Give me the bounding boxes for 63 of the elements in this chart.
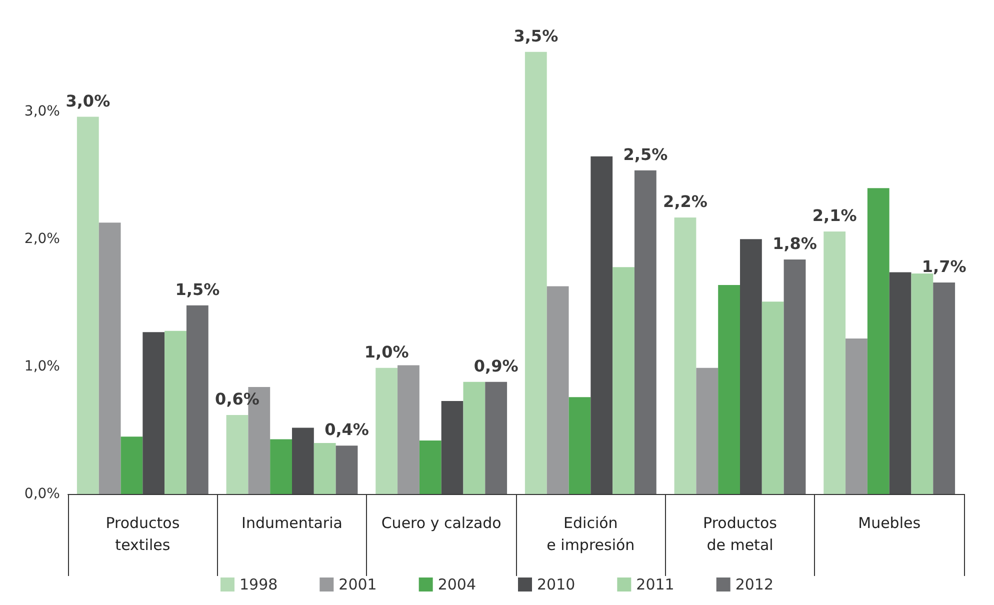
x-tick-label: Productos de metal [703, 514, 778, 554]
bar [696, 368, 718, 494]
bar [933, 282, 956, 494]
data-label: 1,8% [772, 234, 817, 254]
bar [419, 440, 442, 494]
y-tick-label: 3,0% [24, 104, 60, 120]
y-tick-label: 1,0% [24, 358, 60, 375]
x-tick-label: Edición e impresión [546, 514, 635, 554]
y-tick-label: 0,0% [24, 486, 60, 502]
data-label: 2,1% [812, 206, 857, 225]
bar [524, 52, 547, 494]
bar [376, 368, 398, 494]
bar [911, 274, 934, 494]
bar [441, 400, 464, 494]
bar [164, 330, 186, 494]
x-tick-label: Cuero y calzado [381, 514, 502, 532]
data-label: 2,5% [623, 144, 668, 164]
data-label: 3,5% [514, 26, 558, 46]
legend-label: 2010 [537, 576, 576, 594]
bar [270, 439, 292, 494]
data-label: 0,9% [474, 356, 518, 376]
data-label: 0,4% [324, 420, 369, 440]
data-label: 1,5% [175, 280, 220, 299]
x-tick-label: Productos textiles [106, 514, 180, 554]
bar [762, 302, 784, 494]
legend-label: 2012 [735, 576, 774, 594]
bar [784, 260, 806, 494]
data-label: 1,0% [364, 342, 409, 362]
data-label: 2,2% [663, 192, 708, 211]
bar [485, 382, 508, 494]
bar [336, 446, 358, 494]
bar [398, 365, 420, 494]
bar [740, 239, 762, 494]
bar [186, 305, 208, 494]
x-tick-label: Muebles [858, 514, 921, 532]
x-tick-label: Indumentaria [242, 514, 342, 532]
bar [846, 338, 868, 494]
data-label: 3,0% [66, 91, 110, 110]
bar [590, 156, 613, 494]
data-label: 0,6% [215, 389, 260, 408]
legend-label: 2001 [338, 576, 377, 594]
legend-label: 1998 [239, 576, 278, 594]
bar [546, 286, 569, 494]
bar [314, 443, 336, 494]
legend-label: 2011 [636, 576, 674, 594]
bar [612, 267, 634, 494]
bar [142, 332, 165, 494]
legend-label: 2004 [438, 576, 476, 594]
bar [674, 217, 696, 494]
data-label: 1,7% [922, 256, 966, 276]
bar [98, 222, 121, 494]
bar [889, 272, 912, 494]
bar [76, 116, 99, 494]
bar [120, 436, 143, 494]
bar [226, 414, 248, 494]
bar [634, 170, 656, 494]
y-tick-label: 2,0% [24, 231, 60, 248]
bar [292, 428, 314, 494]
bar [463, 382, 486, 494]
bar [867, 188, 890, 494]
bar [824, 231, 846, 494]
bar [718, 285, 740, 494]
bar [568, 397, 591, 494]
